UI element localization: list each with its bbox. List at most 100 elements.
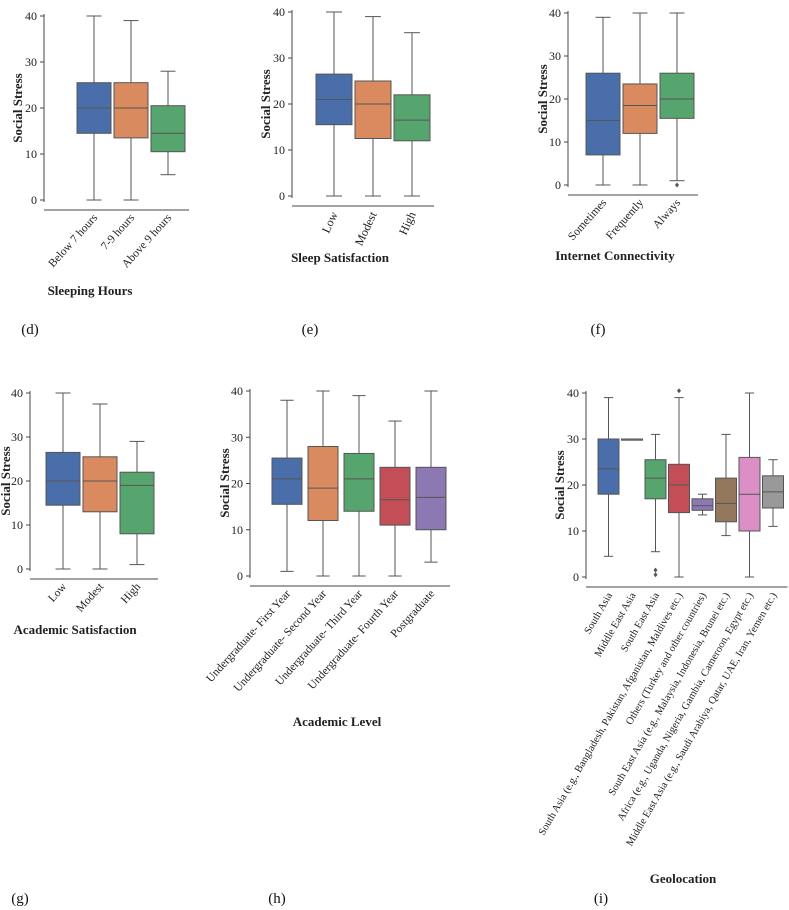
x-tick-label: Low	[319, 209, 341, 235]
x-tick-label: Frequently	[604, 197, 646, 242]
x-tick-label: Always	[651, 197, 684, 232]
box-iqr	[415, 466, 447, 531]
box-iqr	[644, 459, 667, 500]
box-iqr	[597, 438, 620, 495]
y-tick-label: 0	[17, 562, 23, 576]
outlier-point	[653, 572, 658, 578]
chart-f: 0 10 20 30 40 Social Stress Internet Connectiv…	[535, 6, 698, 263]
y-axis-label: Social Stress	[217, 448, 232, 517]
box-h-3	[379, 420, 411, 577]
box-h-0	[271, 399, 303, 572]
box-h-4	[415, 390, 447, 563]
box-i-7	[762, 459, 784, 527]
box-iqr	[354, 80, 392, 139]
x-tick-label: 7-9 hours	[99, 212, 138, 253]
box-g-0	[45, 392, 81, 570]
y-tick-label: 30	[11, 430, 23, 444]
box-g-1	[82, 403, 118, 570]
y-tick-label: 20	[273, 97, 285, 111]
box-i-6	[738, 392, 761, 578]
y-tick-label: 20	[549, 92, 561, 106]
box-iqr	[659, 72, 695, 119]
y-tick-label: 20	[25, 101, 37, 115]
box-iqr	[271, 457, 303, 505]
y-tick-label: 40	[25, 9, 37, 23]
x-axis-label: Internet Connectivity	[555, 248, 675, 263]
x-tick-label: High	[119, 581, 143, 606]
x-tick-label: High	[396, 209, 419, 237]
y-tick-label: 10	[11, 518, 23, 532]
y-tick-label: 0	[573, 570, 579, 584]
box-iqr	[585, 72, 621, 156]
y-tick-label: 20	[231, 477, 243, 491]
y-tick-label: 0	[31, 193, 37, 207]
box-iqr	[119, 471, 155, 535]
y-tick-label: 40	[11, 386, 23, 400]
box-iqr	[393, 94, 431, 142]
panel-label-d: (d)	[21, 322, 39, 338]
box-e-0	[315, 11, 353, 197]
x-axis-label: Academic Level	[293, 714, 382, 729]
box-i-1	[621, 438, 643, 441]
box-iqr	[691, 498, 714, 511]
y-tick-label: 10	[231, 523, 243, 537]
x-tick-label: Modest	[352, 209, 380, 248]
y-tick-label: 30	[273, 51, 285, 65]
box-iqr	[307, 446, 339, 521]
panel-label-i: (i)	[594, 891, 608, 907]
box-iqr	[113, 82, 149, 139]
panel-label-f: (f)	[591, 322, 606, 338]
box-f-2	[659, 12, 695, 188]
box-i-3	[668, 388, 690, 578]
outlier-point	[677, 388, 681, 394]
y-axis-label: Social Stress	[258, 69, 273, 138]
x-tick-label: Below 7 hours	[46, 212, 100, 270]
outlier-point	[675, 182, 679, 188]
box-iqr	[45, 451, 81, 506]
y-tick-label: 0	[279, 189, 285, 203]
chart-d: 0 10 20 30 40 Social Stress Sleeping Hours Belo…	[10, 9, 189, 298]
panel-label-h: (h)	[268, 891, 286, 907]
box-e-1	[354, 16, 392, 197]
box-i-5	[715, 433, 737, 537]
x-axis-label: Sleep Satisfaction	[291, 250, 390, 265]
chart-g: 0 10 20 30 40 Social Stress Academic Satisfact…	[0, 386, 158, 637]
box-d-1	[113, 20, 149, 201]
box-i-2	[644, 433, 667, 578]
panel-label-e: (e)	[302, 322, 319, 338]
box-iqr	[715, 477, 737, 523]
box-g-2	[119, 440, 155, 566]
box-i-4	[691, 493, 714, 516]
y-axis-label: Social Stress	[10, 73, 25, 142]
x-axis-label: Geolocation	[650, 871, 717, 886]
y-axis-label: Social Stress	[0, 446, 13, 515]
x-axis-label: Sleeping Hours	[48, 283, 133, 298]
y-tick-label: 30	[567, 432, 579, 446]
y-tick-label: 20	[11, 474, 23, 488]
box-e-2	[393, 32, 431, 197]
x-tick-label: Sometimes	[566, 197, 609, 243]
box-iqr	[343, 452, 375, 512]
panel-label-g: (g)	[11, 891, 29, 907]
y-axis-label: Social Stress	[552, 450, 567, 519]
y-tick-label: 10	[273, 143, 285, 157]
y-tick-label: 30	[549, 49, 561, 63]
y-tick-label: 40	[567, 386, 579, 400]
box-d-0	[76, 15, 112, 201]
outlier-point	[653, 567, 658, 573]
box-iqr	[379, 466, 411, 526]
y-tick-label: 30	[231, 430, 243, 444]
y-tick-label: 30	[25, 55, 37, 69]
box-h-1	[307, 390, 339, 577]
box-iqr	[82, 456, 118, 513]
y-tick-label: 40	[231, 384, 243, 398]
chart-e: 0 10 20 30 40 Social Stress Sleep Satisfaction…	[258, 5, 434, 265]
box-h-2	[343, 395, 375, 577]
box-iqr	[668, 463, 690, 514]
y-tick-label: 40	[549, 6, 561, 20]
box-f-0	[585, 16, 621, 186]
x-axis-label: Academic Satisfaction	[13, 622, 137, 637]
